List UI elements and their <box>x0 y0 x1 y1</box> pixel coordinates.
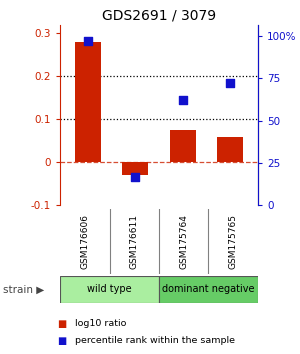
Text: GSM175764: GSM175764 <box>179 214 188 269</box>
Text: ■: ■ <box>57 319 66 329</box>
Bar <box>169 130 196 162</box>
Text: GSM176611: GSM176611 <box>130 214 139 269</box>
Point <box>86 38 91 44</box>
Point <box>227 81 232 86</box>
Bar <box>75 42 101 162</box>
Bar <box>60 276 159 303</box>
Text: ■: ■ <box>57 336 66 346</box>
Text: wild type: wild type <box>87 284 132 295</box>
Text: strain ▶: strain ▶ <box>3 284 44 295</box>
Text: percentile rank within the sample: percentile rank within the sample <box>75 336 235 346</box>
Text: dominant negative: dominant negative <box>162 284 255 295</box>
Point <box>133 174 138 179</box>
Title: GDS2691 / 3079: GDS2691 / 3079 <box>102 8 216 22</box>
Bar <box>122 162 148 175</box>
Bar <box>217 137 243 162</box>
Point <box>180 98 185 103</box>
Bar <box>159 276 258 303</box>
Text: GSM175765: GSM175765 <box>229 214 238 269</box>
Text: log10 ratio: log10 ratio <box>75 319 126 329</box>
Text: GSM176606: GSM176606 <box>80 214 89 269</box>
